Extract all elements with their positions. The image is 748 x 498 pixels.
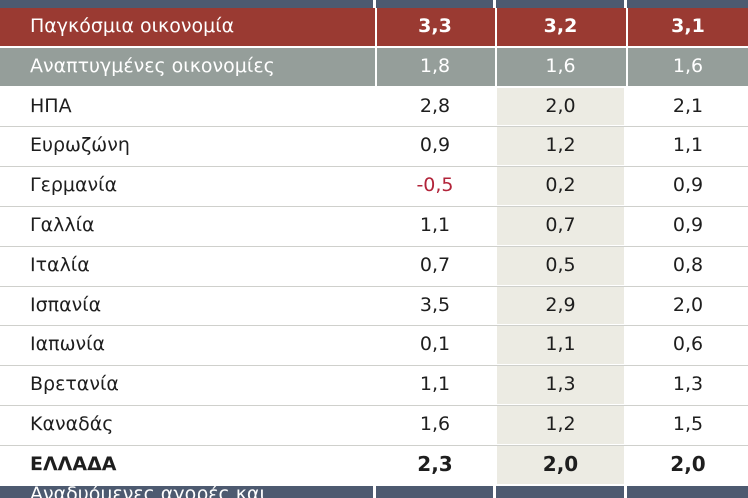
value-cell: 1,5 — [626, 406, 748, 444]
table-row: Ευρωζώνη 0,9 1,2 1,1 — [0, 127, 748, 168]
table-row: Παγκόσμια οικονομία 3,3 3,2 3,1 — [0, 8, 748, 48]
row-label: Ισπανία — [30, 293, 102, 316]
value-cell: 0,5 — [495, 246, 624, 285]
column-separator — [624, 0, 627, 8]
column-separator — [373, 0, 376, 8]
value-cell: 0,6 — [626, 326, 748, 365]
value-cell: 0,7 — [375, 246, 493, 285]
row-label: Βρετανία — [30, 373, 119, 396]
value-cell: 0,2 — [495, 167, 624, 205]
row-label: Ευρωζώνη — [30, 134, 130, 157]
value-cell: 3,2 — [495, 8, 624, 46]
row-label: Ιαπωνία — [30, 333, 106, 356]
value-cell: 2,0 — [495, 87, 624, 126]
row-label: ΕΛΛΑΔΑ — [30, 452, 117, 475]
value-cell: 1,1 — [375, 207, 493, 245]
value-cell: 1,1 — [375, 366, 493, 404]
value-cell: 1,2 — [495, 127, 624, 166]
row-label: Αναπτυγμένες οικονομίες — [30, 54, 275, 77]
value-cell: 1,1 — [626, 127, 748, 166]
value-cell: 1,1 — [495, 326, 624, 365]
value-cell: 1,2 — [495, 406, 624, 444]
value-cell: 2,3 — [375, 445, 493, 484]
value-cell: 1,6 — [375, 406, 493, 444]
table-row: Καναδάς 1,6 1,2 1,5 — [0, 406, 748, 446]
row-label: Καναδάς — [30, 413, 114, 435]
table-row: Γαλλία 1,1 0,7 0,9 — [0, 207, 748, 247]
row-label: Γερμανία — [30, 174, 118, 197]
value-cell: 2,0 — [626, 286, 748, 325]
table-row: Βρετανία 1,1 1,3 1,3 — [0, 366, 748, 406]
value-cell: 0,8 — [626, 246, 748, 285]
table-row: Αναπτυγμένες οικονομίες 1,8 1,6 1,6 — [0, 47, 748, 88]
value-cell: 2,9 — [495, 286, 624, 325]
value-cell: 0,7 — [495, 207, 624, 245]
value-cell: 2,0 — [495, 445, 624, 484]
column-separator — [373, 486, 376, 498]
row-label: Ιταλία — [30, 253, 90, 276]
row-label: Γαλλία — [30, 214, 95, 236]
value-cell: 2,1 — [626, 87, 748, 126]
table-bottom-strip: Αναδυόμενες αγορές και — [0, 486, 748, 498]
value-cell: 0,9 — [375, 127, 493, 166]
table-top-strip — [0, 0, 748, 8]
value-cell: 0,9 — [626, 167, 748, 205]
table-row: Ιταλία 0,7 0,5 0,8 — [0, 246, 748, 287]
row-label: ΗΠΑ — [30, 94, 72, 117]
value-cell: 2,8 — [375, 87, 493, 126]
value-cell: 0,9 — [626, 207, 748, 245]
column-separator — [493, 486, 496, 498]
value-cell: 3,5 — [375, 286, 493, 325]
column-separator — [624, 486, 627, 498]
table-row: Γερμανία -0,5 0,2 0,9 — [0, 167, 748, 207]
value-cell: 3,1 — [626, 8, 748, 46]
value-cell: 1,6 — [626, 47, 748, 86]
table-row: Ιαπωνία 0,1 1,1 0,6 — [0, 326, 748, 367]
row-label: Παγκόσμια οικονομία — [30, 15, 235, 37]
value-cell: 1,6 — [495, 47, 624, 86]
table-row: ΗΠΑ 2,8 2,0 2,1 — [0, 87, 748, 128]
value-cell: 1,3 — [626, 366, 748, 404]
value-cell: 0,1 — [375, 326, 493, 365]
value-cell: 3,3 — [375, 8, 493, 46]
value-cell: -0,5 — [375, 167, 493, 205]
value-cell: 1,3 — [495, 366, 624, 404]
value-cell: 1,8 — [375, 47, 493, 86]
cut-off-row-label: Αναδυόμενες αγορές και — [30, 486, 266, 498]
table-row: ΕΛΛΑΔΑ 2,3 2,0 2,0 — [0, 445, 748, 486]
table-row: Ισπανία 3,5 2,9 2,0 — [0, 286, 748, 327]
column-separator — [493, 0, 496, 8]
value-cell: 2,0 — [626, 445, 748, 484]
